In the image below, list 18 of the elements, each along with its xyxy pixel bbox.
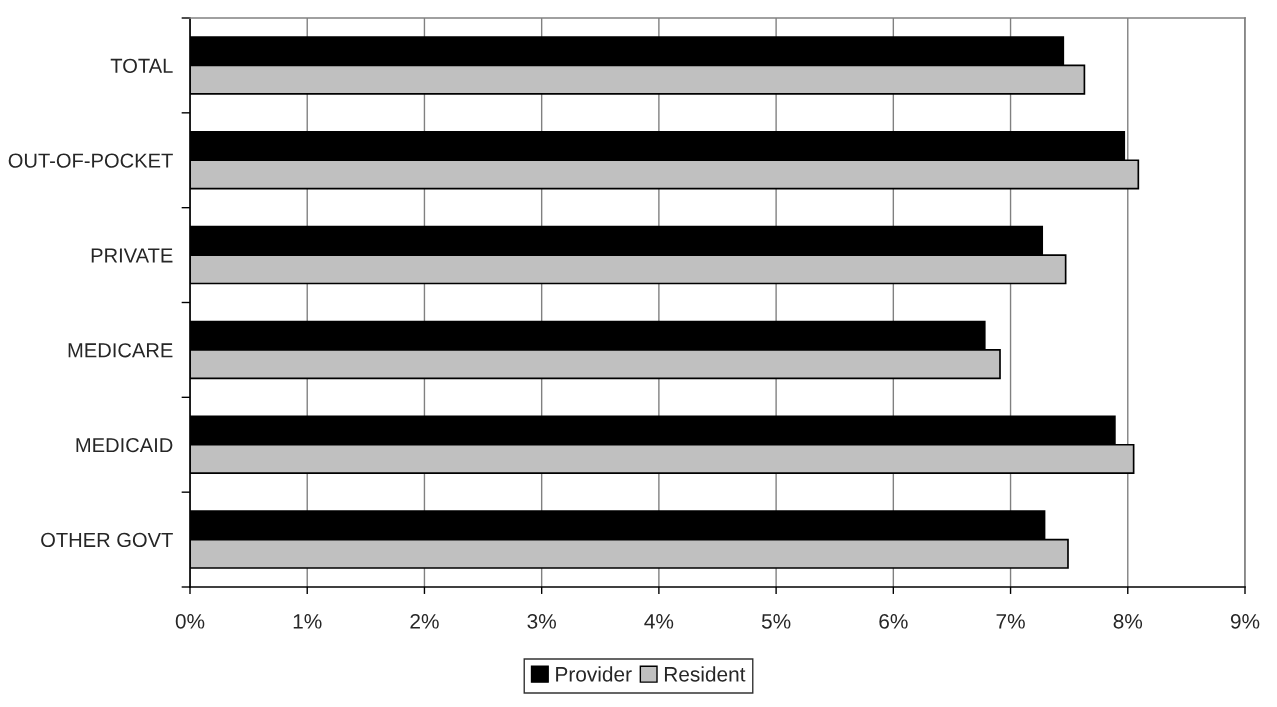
x-tick-label: 8% (1113, 613, 1143, 629)
legend-label: Provider (556, 666, 632, 682)
y-tick-label: MEDICARE (68, 343, 173, 358)
x-tick-label: 6% (879, 613, 908, 629)
x-tick-label: 9% (1230, 613, 1260, 629)
x-tick-label: 1% (293, 614, 322, 629)
x-tick-label: 7% (996, 614, 1025, 629)
y-tick-label: OUT-OF-POCKET (8, 153, 173, 168)
x-tick-label: 4% (644, 614, 674, 629)
x-tick-label: 2% (410, 613, 439, 629)
y-tick-label: PRIVATE (91, 248, 173, 263)
x-tick-label: 3% (527, 613, 556, 629)
x-tick-label: 0% (175, 613, 205, 629)
legend-label: Resident (664, 666, 746, 682)
x-tick-label: 5% (761, 614, 791, 629)
y-tick-label: MEDICAID (76, 437, 173, 453)
y-tick-label: OTHER GOVT (41, 532, 173, 548)
y-tick-label: TOTAL (110, 58, 173, 73)
